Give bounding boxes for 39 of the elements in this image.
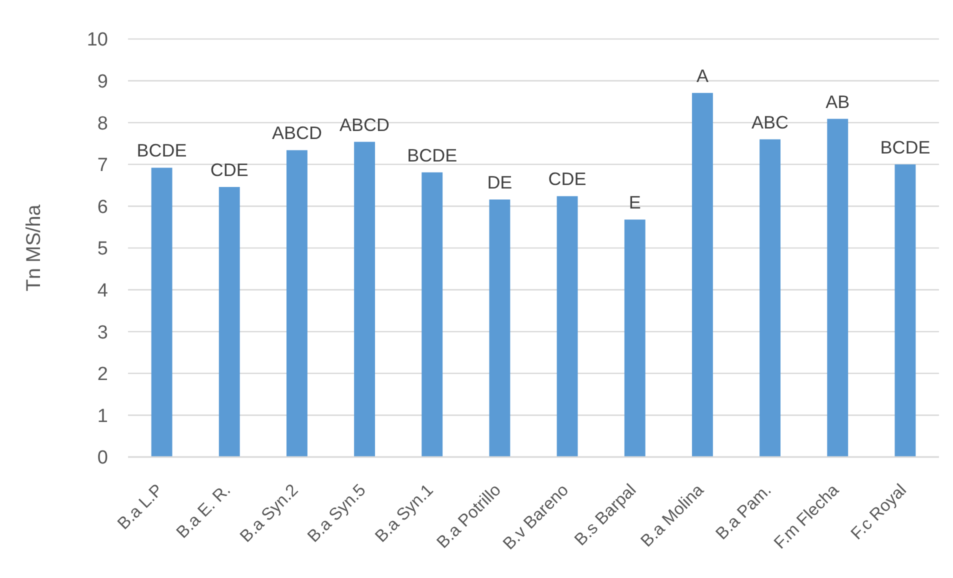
bar: [286, 150, 308, 457]
bar: [556, 196, 578, 457]
y-axis-title: Tn MS/ha: [23, 204, 45, 292]
y-tick-label: 2: [97, 364, 108, 386]
bar: [624, 220, 646, 457]
bar: [692, 92, 713, 457]
bar: [218, 186, 240, 457]
x-tick-label: B.a E. R.: [172, 480, 234, 542]
y-tick-label: 6: [97, 196, 108, 218]
data-label: BCDE: [880, 137, 930, 158]
bar: [354, 142, 376, 457]
y-tick-label: 4: [97, 280, 108, 302]
y-tick-label: 7: [97, 155, 108, 176]
data-label: CDE: [548, 169, 586, 190]
y-tick-label: 1: [97, 406, 108, 427]
data-label: BCDE: [407, 145, 458, 166]
bar: [894, 164, 916, 457]
bar: [422, 172, 443, 457]
data-label: ABCD: [272, 123, 322, 144]
data-label: ABCD: [340, 114, 390, 135]
data-label: BCDE: [136, 140, 187, 161]
y-tick-label: 3: [97, 322, 108, 344]
bar: [827, 118, 848, 457]
y-tick-label: 5: [97, 238, 108, 260]
data-label: DE: [487, 172, 512, 193]
y-tick-label: 0: [97, 448, 108, 469]
y-tick-label: 10: [86, 30, 108, 51]
bar: [489, 200, 510, 457]
x-tick-label: B.a L.P: [114, 480, 167, 534]
x-tick-label: B.a Pam.: [712, 480, 775, 544]
data-label: A: [696, 66, 708, 86]
bar: [151, 168, 172, 457]
data-label: AB: [826, 92, 850, 112]
y-tick-label: 8: [97, 113, 108, 134]
data-label: CDE: [210, 160, 248, 180]
bar: [760, 139, 781, 457]
data-label: ABC: [752, 112, 789, 132]
y-tick-label: 9: [97, 71, 108, 92]
data-label: E: [628, 192, 641, 213]
